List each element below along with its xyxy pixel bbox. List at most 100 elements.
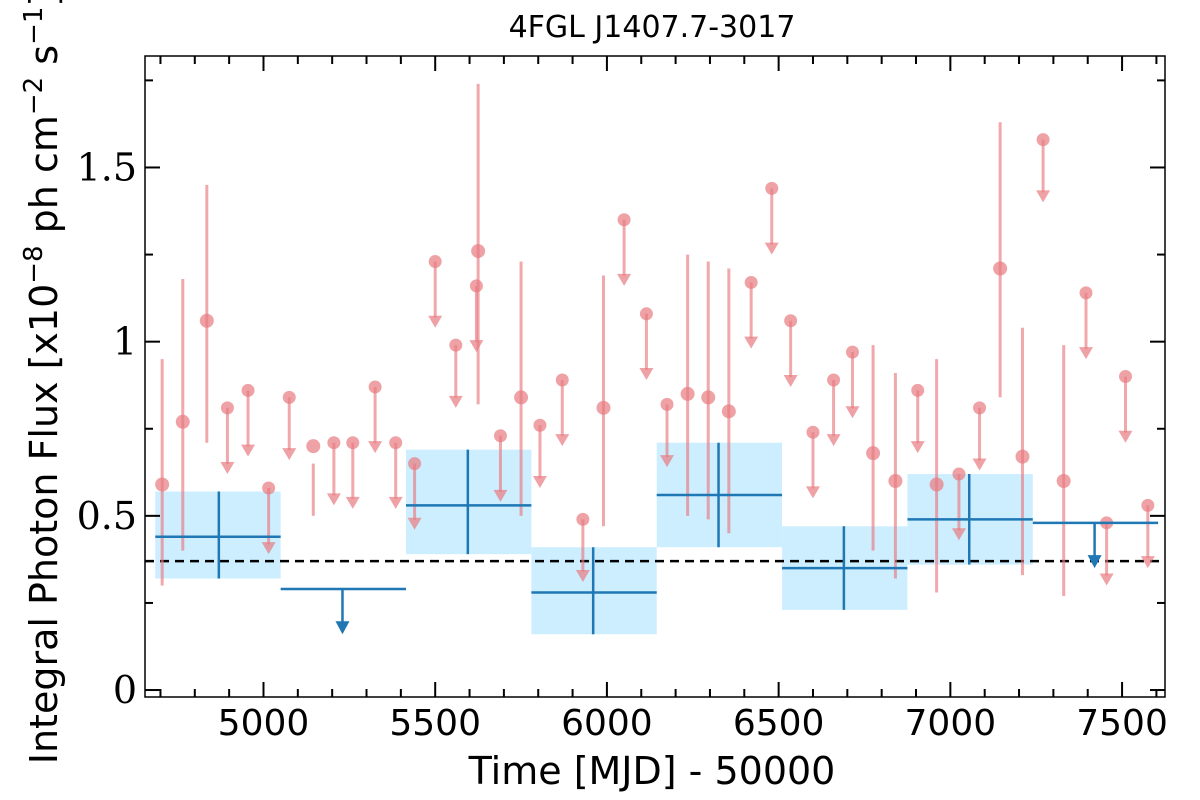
fine-upper-limit-arrow — [1099, 573, 1114, 586]
x-tick-label: 5000 — [218, 703, 310, 744]
fine-data-point — [514, 390, 529, 405]
fine-upper-limit-arrow — [764, 242, 779, 255]
fine-upper-limit-arrow — [744, 336, 759, 349]
fine-data-point — [306, 439, 321, 454]
fine-upper-limit-arrow — [805, 486, 820, 499]
fine-upper-limit-arrow — [660, 455, 675, 468]
fine-data-point — [1056, 474, 1071, 489]
fine-upper-limit-arrow — [282, 448, 297, 461]
plot-frame — [144, 55, 1166, 698]
fine-upper-limit-arrow — [407, 517, 422, 530]
fine-upper-limit-marker — [241, 383, 255, 397]
y-axis-label-part: ] — [22, 0, 66, 7]
fine-data-point — [680, 386, 695, 401]
fine-upper-limit-marker — [327, 436, 341, 450]
fine-upper-limit-marker — [576, 512, 590, 526]
fine-upper-limit-arrow — [345, 496, 360, 509]
y-axis-label-part: s — [22, 45, 66, 77]
y-axis-label-part: Integral Photon Flux [x10 — [22, 284, 66, 765]
fine-upper-limit-arrow — [1118, 430, 1133, 443]
fine-upper-limit-arrow — [469, 340, 484, 353]
fine-upper-limit-arrow — [910, 441, 925, 454]
x-tick-label: 6500 — [733, 703, 825, 744]
y-tick-label: 0 — [113, 668, 137, 712]
y-tick-label: 1.5 — [77, 145, 137, 189]
fine-upper-limit-marker — [1036, 133, 1050, 147]
fine-upper-limit-marker — [408, 457, 422, 471]
bin-upper-limit-arrow — [335, 621, 350, 635]
fine-upper-limit-arrow — [220, 462, 235, 475]
fine-data-point — [1015, 449, 1030, 464]
x-axis-label: Time [MJD] - 50000 — [468, 749, 836, 793]
fine-upper-limit-arrow — [493, 489, 508, 502]
fine-upper-limit-marker — [1079, 286, 1093, 300]
fine-data-point — [929, 477, 944, 492]
fine-upper-limit-marker — [449, 338, 463, 352]
fine-upper-limit-arrow — [1140, 556, 1155, 569]
x-tick-label: 5500 — [389, 703, 481, 744]
chart-title: 4FGL J1407.7-3017 — [509, 10, 796, 45]
fine-upper-limit-arrow — [783, 374, 798, 387]
fine-upper-limit-arrow — [575, 570, 590, 583]
fine-upper-limit-marker — [806, 425, 820, 439]
fine-upper-limit-marker — [469, 279, 483, 293]
fine-upper-limit-marker — [389, 436, 403, 450]
fine-upper-limit-arrow — [326, 493, 341, 506]
fine-upper-limit-arrow — [241, 444, 256, 457]
fine-upper-limit-marker — [973, 401, 987, 415]
fine-upper-limit-arrow — [555, 434, 570, 447]
fine-data-point — [721, 404, 736, 419]
fine-upper-limit-marker — [617, 213, 631, 227]
fine-upper-limit-marker — [660, 397, 674, 411]
x-tick-label: 7000 — [905, 703, 997, 744]
y-axis-label-part: ph cm — [22, 115, 66, 245]
y-axis-label: Integral Photon Flux [x10−8 ph cm−2 s−1] — [19, 0, 66, 764]
fine-upper-limit-marker — [533, 418, 547, 432]
fine-upper-limit-arrow — [972, 458, 987, 471]
y-axis-label-group: Integral Photon Flux [x10−8 ph cm−2 s−1] — [19, 0, 66, 764]
fine-upper-limit-marker — [282, 390, 296, 404]
fine-upper-limit-arrow — [532, 475, 547, 488]
fine-upper-limit-marker — [639, 307, 653, 321]
coarse-series-layer — [155, 442, 1159, 635]
fine-data-point — [993, 261, 1008, 276]
axes-layer: 5000 5500 6000 6500 7000 7500 0 0.5 1 1.5 — [77, 55, 1168, 744]
fine-upper-limit-marker — [493, 429, 507, 443]
fine-upper-limit-arrow — [1036, 190, 1051, 203]
fine-data-point — [866, 446, 881, 461]
fine-upper-limit-arrow — [448, 395, 463, 408]
fine-upper-limit-marker — [1141, 498, 1155, 512]
fine-upper-limit-arrow — [617, 273, 632, 286]
fine-data-point — [175, 414, 190, 429]
y-axis-label-exp: −2 — [19, 77, 49, 115]
fine-upper-limit-marker — [845, 345, 859, 359]
y-axis-label-exp: −8 — [19, 245, 49, 283]
y-tick-label: 0.5 — [77, 494, 137, 538]
fine-data-point — [471, 244, 486, 259]
x-tick-label: 6000 — [561, 703, 653, 744]
fine-upper-limit-arrow — [368, 441, 383, 454]
fine-upper-limit-arrow — [428, 315, 443, 328]
fine-upper-limit-arrow — [639, 367, 654, 380]
fine-upper-limit-marker — [555, 373, 569, 387]
fine-upper-limit-marker — [220, 401, 234, 415]
fine-data-point — [199, 313, 214, 328]
fine-upper-limit-marker — [1119, 370, 1133, 383]
fine-upper-limit-arrow — [826, 434, 841, 447]
fine-upper-limit-marker — [428, 255, 442, 269]
fine-data-point — [596, 400, 611, 415]
y-axis-label-exp: −1 — [19, 7, 49, 45]
fine-upper-limit-arrow — [845, 406, 860, 419]
fine-upper-limit-marker — [765, 181, 779, 195]
fine-upper-limit-marker — [346, 436, 360, 450]
fine-upper-limit-arrow — [1079, 347, 1094, 360]
fine-upper-limit-arrow — [388, 496, 403, 509]
fine-upper-limit-marker — [911, 383, 925, 397]
fine-data-point — [701, 390, 716, 405]
fine-data-point — [888, 474, 903, 489]
fine-series-layer — [155, 83, 1155, 596]
fine-upper-limit-marker — [952, 467, 966, 481]
fine-data-point — [155, 477, 170, 492]
